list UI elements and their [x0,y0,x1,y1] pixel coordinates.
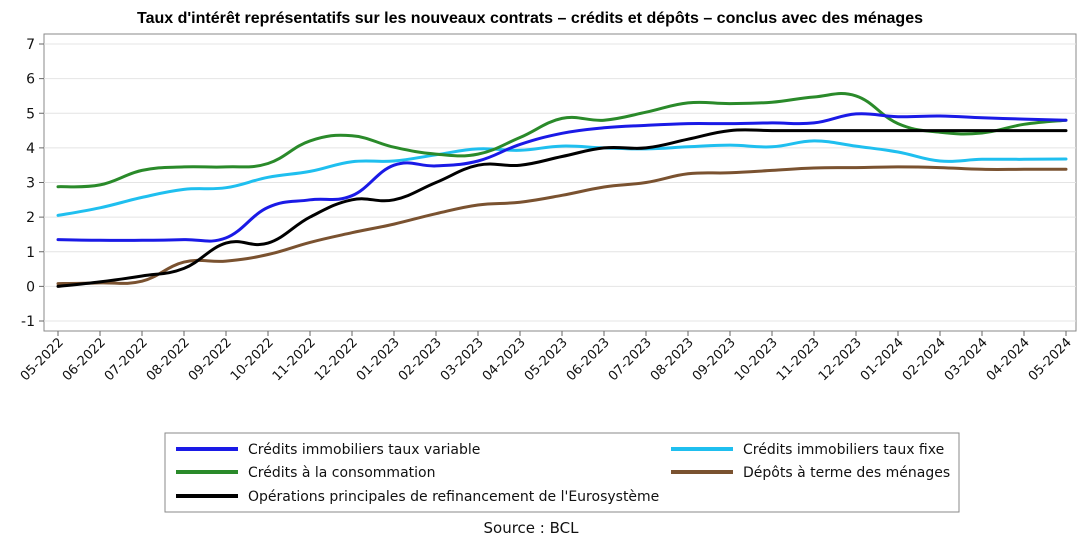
y-tick-label: 2 [26,210,35,226]
x-tick-label: 05-2024 [1026,335,1075,384]
x-tick-label: 10-2022 [228,335,277,384]
series-line-credits-a-la-consommation [56,92,1068,189]
legend [164,432,960,513]
x-tick-label: 10-2023 [732,335,781,384]
series-line-credits-immobiliers-taux-fixe [56,139,1068,217]
x-tick-label: 11-2022 [270,335,319,384]
series-line-operations-principales-de-refinancement-de-l-eurosysteme [56,128,1068,288]
y-tick-label: 7 [26,37,35,53]
x-tick-label: 05-2023 [522,335,571,384]
x-tick-label: 09-2023 [690,335,739,384]
legend-label: Dépôts à terme des ménages [743,465,950,481]
source-note: Source : BCL [484,519,580,537]
chart-title: Taux d'intérêt représentatifs sur les no… [137,10,923,27]
x-tick-label: 07-2023 [606,335,655,384]
y-tick-label: 4 [26,141,35,157]
x-tick-label: 03-2023 [438,335,487,384]
legend-label: Crédits à la consommation [248,465,435,481]
x-tick-label: 09-2022 [186,335,235,384]
grid [44,43,1076,322]
x-tick-label: 02-2023 [396,335,445,384]
x-tick-label: 01-2024 [858,335,907,384]
y-tick-label: -1 [21,314,35,330]
series-line-credits-immobiliers-taux-variable [56,112,1068,243]
series-line-depots-a-terme-des-menages [56,165,1068,286]
legend-entries: Crédits immobiliers taux variable Crédits… [176,442,950,505]
legend-label: Opérations principales de refinancement … [248,489,659,505]
x-axis: 05-202206-202207-202208-202209-202210-20… [18,331,1075,384]
x-tick-label: 04-2023 [480,335,529,384]
y-tick-label: 1 [26,245,35,261]
y-tick-label: 6 [26,72,35,88]
legend-label: Crédits immobiliers taux variable [248,442,480,458]
x-tick-label: 08-2022 [144,335,193,384]
x-tick-label: 03-2024 [942,335,991,384]
y-tick-label: 5 [26,106,35,122]
x-tick-label: 06-2023 [564,335,613,384]
x-tick-label: 08-2023 [648,335,697,384]
x-tick-label: 05-2022 [18,335,67,384]
y-tick-label: 0 [26,279,35,295]
x-tick-label: 04-2024 [984,335,1033,384]
x-tick-label: 06-2022 [60,335,109,384]
x-tick-label: 02-2024 [900,335,949,384]
y-tick-label: 3 [26,176,35,192]
x-tick-label: 12-2023 [816,335,865,384]
legend-label: Crédits immobiliers taux fixe [743,442,944,458]
x-tick-label: 07-2022 [102,335,151,384]
x-tick-label: 01-2023 [354,335,403,384]
y-axis: -1 0 1 2 3 4 5 6 7 [21,37,44,330]
x-tick-label: 11-2023 [774,335,823,384]
x-tick-label: 12-2022 [312,335,361,384]
series-lines [56,92,1068,288]
